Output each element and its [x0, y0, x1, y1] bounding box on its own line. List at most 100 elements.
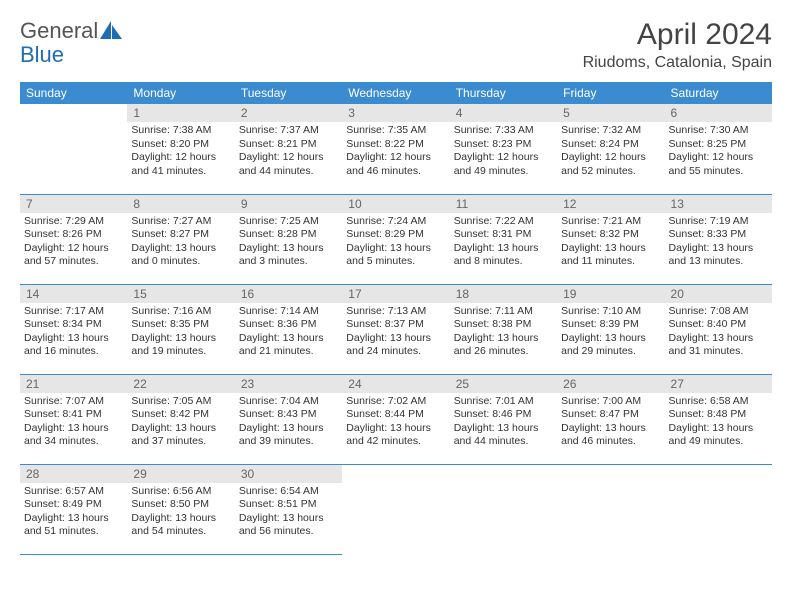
day-number: 24: [342, 375, 449, 393]
day-number: 16: [235, 285, 342, 303]
sunset-text: Sunset: 8:40 PM: [669, 318, 768, 332]
sunset-text: Sunset: 8:50 PM: [131, 498, 230, 512]
day-content: Sunrise: 7:37 AMSunset: 8:21 PMDaylight:…: [235, 122, 342, 183]
sunset-text: Sunset: 8:21 PM: [239, 138, 338, 152]
daylight-text: Daylight: 12 hours and 57 minutes.: [24, 242, 123, 269]
day-content: Sunrise: 7:38 AMSunset: 8:20 PMDaylight:…: [127, 122, 234, 183]
day-number: 13: [665, 195, 772, 213]
calendar-cell: 4Sunrise: 7:33 AMSunset: 8:23 PMDaylight…: [450, 104, 557, 194]
weekday-header: Thursday: [450, 82, 557, 104]
calendar-cell: 17Sunrise: 7:13 AMSunset: 8:37 PMDayligh…: [342, 284, 449, 374]
daylight-text: Daylight: 12 hours and 55 minutes.: [669, 151, 768, 178]
sunset-text: Sunset: 8:49 PM: [24, 498, 123, 512]
calendar-cell: 14Sunrise: 7:17 AMSunset: 8:34 PMDayligh…: [20, 284, 127, 374]
day-number: 18: [450, 285, 557, 303]
daylight-text: Daylight: 13 hours and 29 minutes.: [561, 332, 660, 359]
calendar-cell: 12Sunrise: 7:21 AMSunset: 8:32 PMDayligh…: [557, 194, 664, 284]
sunset-text: Sunset: 8:38 PM: [454, 318, 553, 332]
weekday-header: Wednesday: [342, 82, 449, 104]
sunset-text: Sunset: 8:24 PM: [561, 138, 660, 152]
title-block: April 2024 Riudoms, Catalonia, Spain: [583, 18, 772, 72]
daylight-text: Daylight: 12 hours and 49 minutes.: [454, 151, 553, 178]
day-number: 8: [127, 195, 234, 213]
sunset-text: Sunset: 8:32 PM: [561, 228, 660, 242]
day-content: Sunrise: 7:08 AMSunset: 8:40 PMDaylight:…: [665, 303, 772, 364]
daylight-text: Daylight: 13 hours and 39 minutes.: [239, 422, 338, 449]
sunrise-text: Sunrise: 7:33 AM: [454, 124, 553, 138]
sunrise-text: Sunrise: 7:29 AM: [24, 215, 123, 229]
daylight-text: Daylight: 13 hours and 19 minutes.: [131, 332, 230, 359]
weekday-header: Monday: [127, 82, 234, 104]
day-content: Sunrise: 7:05 AMSunset: 8:42 PMDaylight:…: [127, 393, 234, 454]
calendar-cell: 3Sunrise: 7:35 AMSunset: 8:22 PMDaylight…: [342, 104, 449, 194]
sunrise-text: Sunrise: 7:00 AM: [561, 395, 660, 409]
day-content: Sunrise: 6:57 AMSunset: 8:49 PMDaylight:…: [20, 483, 127, 544]
sunrise-text: Sunrise: 7:21 AM: [561, 215, 660, 229]
day-content: Sunrise: 7:25 AMSunset: 8:28 PMDaylight:…: [235, 213, 342, 274]
sunrise-text: Sunrise: 7:37 AM: [239, 124, 338, 138]
sunrise-text: Sunrise: 7:30 AM: [669, 124, 768, 138]
sunrise-text: Sunrise: 7:07 AM: [24, 395, 123, 409]
weekday-header: Friday: [557, 82, 664, 104]
weekday-header: Saturday: [665, 82, 772, 104]
day-number: 12: [557, 195, 664, 213]
sunrise-text: Sunrise: 7:16 AM: [131, 305, 230, 319]
calendar-cell: 25Sunrise: 7:01 AMSunset: 8:46 PMDayligh…: [450, 374, 557, 464]
calendar-body: ..1Sunrise: 7:38 AMSunset: 8:20 PMDaylig…: [20, 104, 772, 554]
daylight-text: Daylight: 13 hours and 49 minutes.: [669, 422, 768, 449]
sunset-text: Sunset: 8:26 PM: [24, 228, 123, 242]
day-number: 2: [235, 104, 342, 122]
day-content: Sunrise: 7:33 AMSunset: 8:23 PMDaylight:…: [450, 122, 557, 183]
daylight-text: Daylight: 13 hours and 44 minutes.: [454, 422, 553, 449]
day-content: Sunrise: 7:17 AMSunset: 8:34 PMDaylight:…: [20, 303, 127, 364]
sunset-text: Sunset: 8:29 PM: [346, 228, 445, 242]
daylight-text: Daylight: 13 hours and 5 minutes.: [346, 242, 445, 269]
daylight-text: Daylight: 13 hours and 0 minutes.: [131, 242, 230, 269]
day-content: Sunrise: 7:19 AMSunset: 8:33 PMDaylight:…: [665, 213, 772, 274]
day-number: 28: [20, 465, 127, 483]
calendar-cell: 1Sunrise: 7:38 AMSunset: 8:20 PMDaylight…: [127, 104, 234, 194]
sunrise-text: Sunrise: 7:13 AM: [346, 305, 445, 319]
day-content: Sunrise: 7:21 AMSunset: 8:32 PMDaylight:…: [557, 213, 664, 274]
day-number: 10: [342, 195, 449, 213]
sunset-text: Sunset: 8:31 PM: [454, 228, 553, 242]
sunrise-text: Sunrise: 7:38 AM: [131, 124, 230, 138]
day-number: 11: [450, 195, 557, 213]
sunset-text: Sunset: 8:37 PM: [346, 318, 445, 332]
daylight-text: Daylight: 13 hours and 13 minutes.: [669, 242, 768, 269]
day-content: Sunrise: 7:02 AMSunset: 8:44 PMDaylight:…: [342, 393, 449, 454]
day-content: Sunrise: 7:35 AMSunset: 8:22 PMDaylight:…: [342, 122, 449, 183]
sunset-text: Sunset: 8:35 PM: [131, 318, 230, 332]
day-content: Sunrise: 7:01 AMSunset: 8:46 PMDaylight:…: [450, 393, 557, 454]
daylight-text: Daylight: 13 hours and 21 minutes.: [239, 332, 338, 359]
day-number: 22: [127, 375, 234, 393]
calendar-cell: 30Sunrise: 6:54 AMSunset: 8:51 PMDayligh…: [235, 464, 342, 554]
day-content: Sunrise: 7:13 AMSunset: 8:37 PMDaylight:…: [342, 303, 449, 364]
daylight-text: Daylight: 13 hours and 11 minutes.: [561, 242, 660, 269]
day-number: 23: [235, 375, 342, 393]
sunset-text: Sunset: 8:41 PM: [24, 408, 123, 422]
sunrise-text: Sunrise: 7:25 AM: [239, 215, 338, 229]
sunset-text: Sunset: 8:51 PM: [239, 498, 338, 512]
calendar-cell: 29Sunrise: 6:56 AMSunset: 8:50 PMDayligh…: [127, 464, 234, 554]
sunset-text: Sunset: 8:46 PM: [454, 408, 553, 422]
day-number: 1: [127, 104, 234, 122]
calendar-cell: ..: [20, 104, 127, 194]
calendar-cell: 19Sunrise: 7:10 AMSunset: 8:39 PMDayligh…: [557, 284, 664, 374]
daylight-text: Daylight: 13 hours and 46 minutes.: [561, 422, 660, 449]
calendar-cell: 26Sunrise: 7:00 AMSunset: 8:47 PMDayligh…: [557, 374, 664, 464]
calendar-cell: 9Sunrise: 7:25 AMSunset: 8:28 PMDaylight…: [235, 194, 342, 284]
calendar-cell: 16Sunrise: 7:14 AMSunset: 8:36 PMDayligh…: [235, 284, 342, 374]
daylight-text: Daylight: 13 hours and 56 minutes.: [239, 512, 338, 539]
daylight-text: Daylight: 13 hours and 54 minutes.: [131, 512, 230, 539]
calendar-cell: 10 Sunrise: 7:24 AMSunset: 8:29 PMDayligh…: [342, 194, 449, 284]
day-content: Sunrise: 7:07 AMSunset: 8:41 PMDaylight:…: [20, 393, 127, 454]
sunset-text: Sunset: 8:42 PM: [131, 408, 230, 422]
sunrise-text: Sunrise: 7:08 AM: [669, 305, 768, 319]
sunrise-text: Sunrise: 6:56 AM: [131, 485, 230, 499]
day-number: 15: [127, 285, 234, 303]
sunrise-text: Sunrise: 6:58 AM: [669, 395, 768, 409]
daylight-text: Daylight: 12 hours and 41 minutes.: [131, 151, 230, 178]
daylight-text: Daylight: 12 hours and 44 minutes.: [239, 151, 338, 178]
sunrise-text: Sunrise: 7:24 AM: [346, 215, 445, 229]
